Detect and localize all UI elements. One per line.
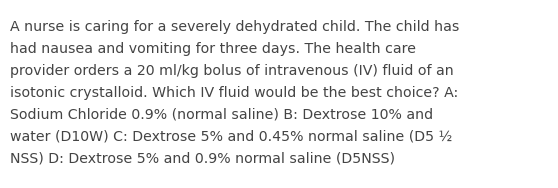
Text: NSS) D: Dextrose 5% and 0.9% normal saline (D5NSS): NSS) D: Dextrose 5% and 0.9% normal sali… (10, 152, 395, 166)
Text: had nausea and vomiting for three days. The health care: had nausea and vomiting for three days. … (10, 42, 416, 56)
Text: A nurse is caring for a severely dehydrated child. The child has: A nurse is caring for a severely dehydra… (10, 20, 459, 34)
Text: isotonic crystalloid. Which IV fluid would be the best choice? A:: isotonic crystalloid. Which IV fluid wou… (10, 86, 458, 100)
Text: provider orders a 20 ml/kg bolus of intravenous (IV) fluid of an: provider orders a 20 ml/kg bolus of intr… (10, 64, 454, 78)
Text: water (D10W) C: Dextrose 5% and 0.45% normal saline (D5 ½: water (D10W) C: Dextrose 5% and 0.45% no… (10, 130, 453, 144)
Text: Sodium Chloride 0.9% (normal saline) B: Dextrose 10% and: Sodium Chloride 0.9% (normal saline) B: … (10, 108, 433, 122)
